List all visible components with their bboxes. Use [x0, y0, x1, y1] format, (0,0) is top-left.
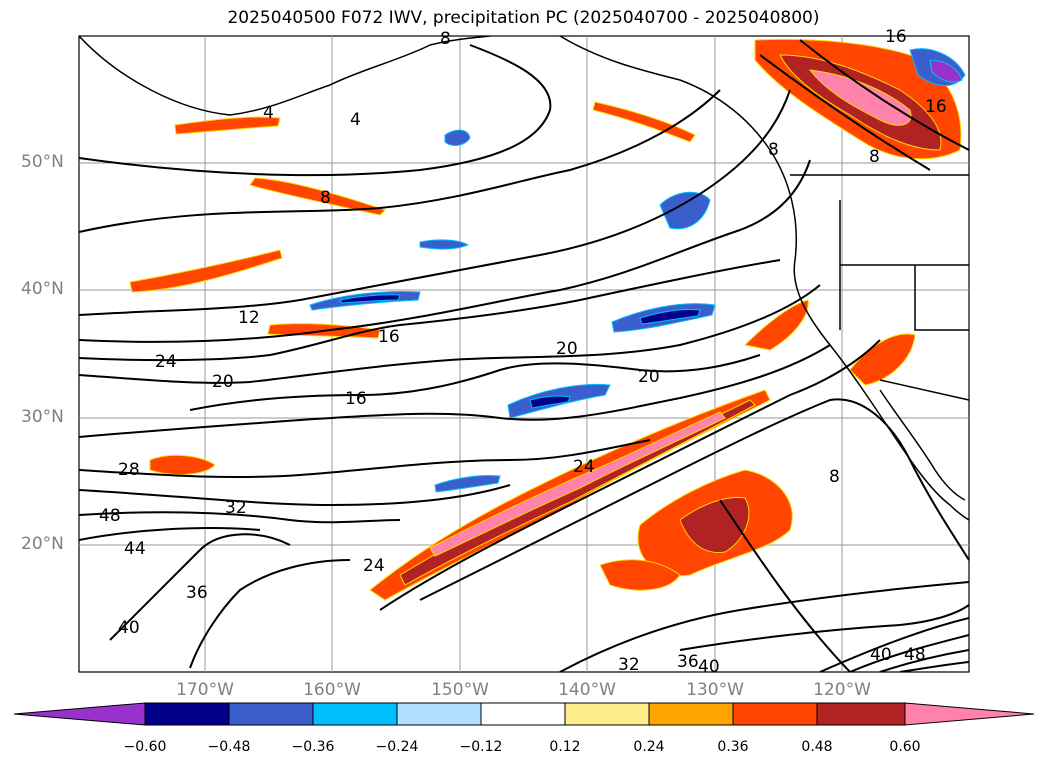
- contour-label: 24: [155, 352, 177, 372]
- precip-gulf-alaska: [174, 116, 281, 135]
- neg-west: [419, 239, 470, 250]
- colorbar-tick: 0.60: [889, 739, 921, 755]
- contour-label: 40: [118, 618, 140, 638]
- lon-label: 170°W: [176, 680, 234, 700]
- colorbar-extend-high: [904, 702, 1035, 726]
- lat-label: 30°N: [21, 407, 64, 427]
- colorbar-segment: [564, 702, 650, 726]
- contour-label: 28: [118, 460, 140, 480]
- coast-baja: [879, 389, 966, 501]
- lat-label: 40°N: [21, 279, 64, 299]
- contour-label: 20: [638, 367, 660, 387]
- precip-west-blob: [149, 455, 216, 475]
- precip-negative-regions: [309, 48, 966, 493]
- contour-label: 20: [212, 372, 234, 392]
- contour-label: 8: [829, 467, 840, 487]
- graticule: [79, 36, 969, 672]
- lon-label: 120°W: [813, 680, 871, 700]
- neg-trop: [434, 475, 501, 493]
- lat-label: 20°N: [21, 534, 64, 554]
- colorbar-tick: 0.48: [801, 739, 833, 755]
- lon-label: 160°W: [303, 680, 361, 700]
- colorbar-segment: [648, 702, 734, 726]
- contour-label: 36: [677, 652, 699, 672]
- colorbar-segment: [396, 702, 482, 726]
- coastlines: [79, 36, 969, 521]
- colorbar-extend-low: [13, 702, 146, 726]
- map-title: 2025040500 F072 IWV, precipitation PC (2…: [227, 8, 820, 28]
- precip-california: [743, 299, 809, 351]
- precip-nw-canada-peak: [808, 69, 912, 126]
- contour-label: 24: [573, 457, 595, 477]
- colorbar-tick: 0.36: [717, 739, 749, 755]
- colorbar-tick: 0.12: [549, 739, 581, 755]
- neg-northeast-core: [929, 59, 963, 83]
- colorbar-tick: −0.12: [459, 739, 503, 755]
- lon-label: 150°W: [431, 680, 489, 700]
- contour-label: 12: [238, 308, 260, 328]
- colorbar-tick: −0.48: [207, 739, 251, 755]
- border-state-3: [914, 265, 969, 331]
- contour-label: 8: [440, 29, 451, 49]
- colorbar-tick: −0.60: [123, 739, 167, 755]
- neg-central-core: [639, 309, 701, 325]
- neg-north-blob: [659, 191, 711, 230]
- coast-alaska: [79, 36, 491, 116]
- contour-label: 4: [263, 103, 274, 123]
- iwv-contour-labels: 4 4 8 8 8 8 16 12 16 20 20 24 20 16 24 2…: [99, 27, 947, 677]
- colorbar-tick: 0.24: [633, 739, 665, 755]
- neg-mid-core: [339, 294, 401, 304]
- border-us-mexico: [879, 379, 969, 401]
- contour-label: 24: [363, 556, 385, 576]
- precip-south-scatter: [599, 559, 681, 591]
- contour-label: 4: [350, 110, 361, 130]
- neg-south-core: [529, 395, 571, 409]
- precip-aleutian-band: [129, 249, 283, 293]
- precip-positive-regions: [129, 38, 962, 601]
- contour-label: 16: [378, 327, 400, 347]
- lon-label: 130°W: [686, 680, 744, 700]
- contour-label: 44: [124, 539, 146, 559]
- colorbar-segment: [228, 702, 314, 726]
- lon-label: 140°W: [558, 680, 616, 700]
- contour-label: 40: [698, 657, 720, 677]
- iwv-contours: [79, 39, 969, 672]
- colorbar: [13, 702, 1035, 726]
- contour-label: 16: [345, 389, 367, 409]
- precip-pnw-coast: [592, 101, 696, 143]
- colorbar-tick: −0.36: [291, 739, 335, 755]
- colorbar-segment: [312, 702, 398, 726]
- contour-label: 40: [870, 645, 892, 665]
- contour-label: 8: [869, 147, 880, 167]
- contour-label: 16: [885, 27, 907, 47]
- colorbar-segment: [816, 702, 906, 726]
- contour-label: 32: [618, 655, 640, 675]
- contour-label: 32: [225, 498, 247, 518]
- precip-alaska-band: [249, 177, 386, 216]
- contour-label: 8: [768, 140, 779, 160]
- neg-alaska: [444, 129, 471, 146]
- colorbar-segment: [144, 702, 230, 726]
- colorbar-segment: [480, 702, 566, 726]
- coast-north-america: [559, 36, 969, 521]
- precip-east-pacific-core: [679, 496, 750, 554]
- contour-label: 20: [556, 339, 578, 359]
- contour-label: 16: [925, 97, 947, 117]
- lat-label: 50°N: [21, 152, 64, 172]
- colorbar-tick: −0.24: [375, 739, 419, 755]
- contour-label: 8: [320, 188, 331, 208]
- colorbar-segment: [732, 702, 818, 726]
- contour-label: 48: [99, 506, 121, 526]
- contour-label: 48: [904, 645, 926, 665]
- contour-label: 36: [186, 583, 208, 603]
- precip-band-peak: [429, 411, 726, 557]
- map-frame: [78, 35, 970, 673]
